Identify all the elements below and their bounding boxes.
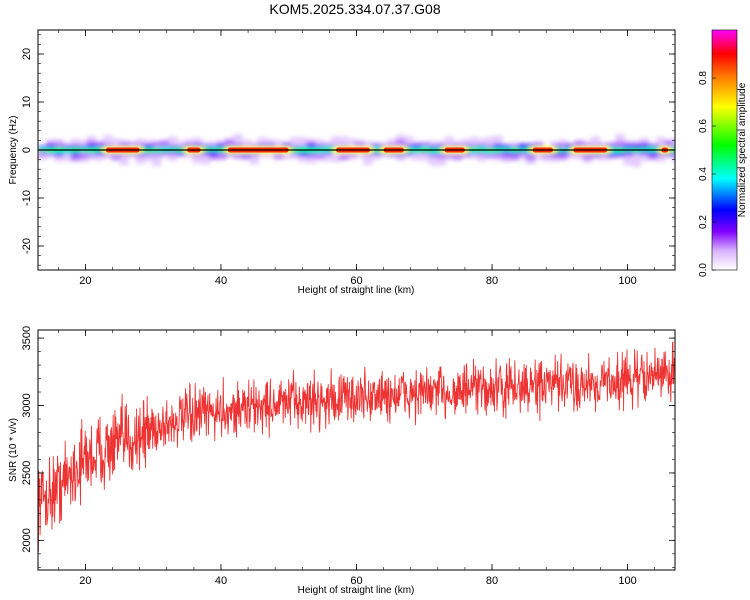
colorbar-ticks: 0.0 0.2 0.4 0.6 0.8 — [698, 71, 716, 277]
snr-x-axis: 20 40 60 80 100 — [58, 330, 655, 587]
snr-x-label: Height of straight line (km) — [298, 585, 415, 596]
colorbar: 0.0 0.2 0.4 0.6 0.8 Normalized spectral ampl… — [698, 29, 748, 277]
snr-series-line — [38, 341, 675, 552]
y-tick-label: 0 — [21, 147, 33, 153]
y-tick-label: -20 — [21, 238, 33, 254]
x-tick-label: 80 — [486, 575, 498, 587]
snr-frame — [37, 329, 676, 571]
spectrogram-panel: 20 40 60 80 100 -20 -10 0 10 20 Height of straig… — [8, 29, 676, 296]
colorbar-label: Normalized spectral amplitude — [737, 82, 748, 217]
x-tick-label: 100 — [618, 575, 636, 587]
colorbar-tick-label: 0.2 — [698, 215, 709, 229]
x-tick-label: 80 — [486, 275, 498, 287]
y-tick-label: 2500 — [21, 461, 33, 485]
spectrogram-x-label: Height of straight line (km) — [298, 285, 415, 296]
x-tick-label: 40 — [215, 575, 227, 587]
spectral-cell — [38, 146, 48, 152]
x-tick-label: 60 — [350, 575, 362, 587]
snr-y-axis: 2000 2500 3000 3500 — [21, 326, 675, 568]
x-tick-label: 20 — [79, 575, 91, 587]
colorbar-tick-label: 0.4 — [698, 167, 709, 181]
x-tick-label: 40 — [215, 275, 227, 287]
y-tick-label: 10 — [21, 96, 33, 108]
x-tick-label: 60 — [350, 275, 362, 287]
colorbar-tick-label: 0.8 — [698, 71, 709, 85]
colorbar-tick-label: 0.0 — [698, 263, 709, 277]
colorbar-tick-label: 0.6 — [698, 119, 709, 133]
y-tick-label: 3500 — [21, 326, 33, 350]
snr-panel: 20 40 60 80 100 2000 2500 3000 3500 Height of s… — [8, 326, 676, 596]
spectrogram-y-label: Frequency (Hz) — [8, 116, 19, 185]
y-tick-label: 20 — [21, 48, 33, 60]
x-tick-label: 20 — [79, 275, 91, 287]
y-tick-label: -10 — [21, 190, 33, 206]
figure-title: KOM5.2025.334.07.37.G08 — [269, 1, 440, 17]
y-tick-label: 3000 — [21, 393, 33, 417]
spectrogram-y-axis: -20 -10 0 10 20 — [21, 34, 675, 266]
x-tick-label: 100 — [618, 275, 636, 287]
colorbar-scale — [711, 29, 738, 271]
spectrogram-x-axis: 20 40 60 80 100 — [58, 30, 655, 287]
y-tick-label: 2000 — [21, 528, 33, 552]
snr-y-label: SNR (10 * v/v) — [8, 418, 19, 482]
